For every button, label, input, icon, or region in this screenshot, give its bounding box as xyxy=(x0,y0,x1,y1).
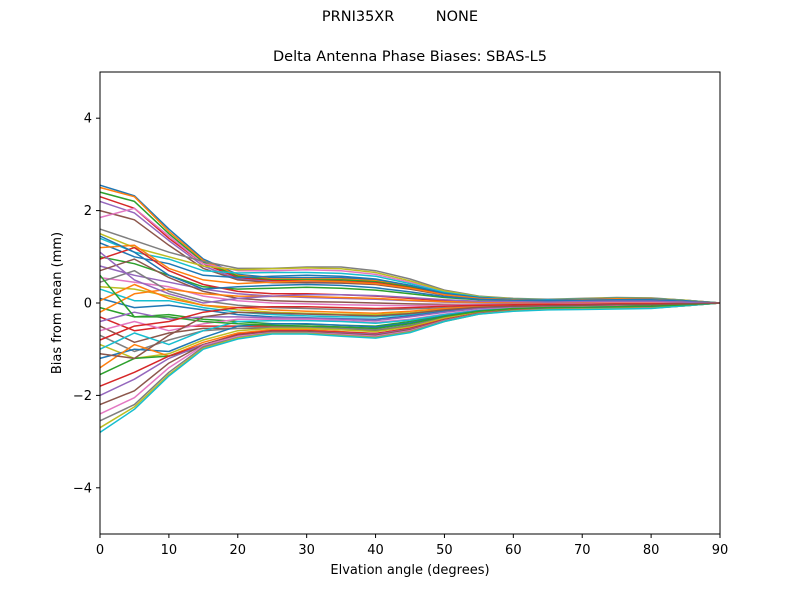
x-tick-label: 20 xyxy=(230,543,247,558)
x-tick-label: 40 xyxy=(367,543,384,558)
series-line-46 xyxy=(99,302,721,360)
y-tick-label: −4 xyxy=(73,481,92,496)
series-line-12 xyxy=(99,244,721,304)
x-tick-label: 80 xyxy=(643,543,660,558)
x-tick-label: 90 xyxy=(712,543,729,558)
suptitle-left: PRNI35XR xyxy=(321,9,395,25)
series-line-40 xyxy=(99,302,721,434)
suptitle-right: NONE xyxy=(435,9,479,25)
x-tick-label: 50 xyxy=(436,543,453,558)
x-tick-label: 10 xyxy=(161,543,178,558)
y-axis-label: Bias from mean (mm) xyxy=(50,232,65,374)
series-line-44 xyxy=(99,302,721,341)
figure-suptitle: PRNI35XR NONE xyxy=(0,9,800,25)
y-tick-label: −2 xyxy=(73,389,92,404)
y-tick-label: 4 xyxy=(84,112,92,127)
series-line-43 xyxy=(99,274,721,330)
y-tick-label: 2 xyxy=(84,204,92,219)
x-axis-label: Elvation angle (degrees) xyxy=(330,563,489,578)
x-axis: 0 10 20 30 40 50 60 70 80 90 xyxy=(96,534,728,558)
series-line-45 xyxy=(99,251,721,304)
x-tick-label: 60 xyxy=(505,543,522,558)
x-tick-label: 0 xyxy=(96,543,104,558)
x-tick-label: 70 xyxy=(574,543,591,558)
y-axis: −4 −2 0 2 4 xyxy=(73,112,100,496)
series-line-41 xyxy=(99,235,721,304)
y-tick-label: 0 xyxy=(84,297,92,312)
series-line-17 xyxy=(99,276,720,307)
x-tick-label: 30 xyxy=(298,543,315,558)
series-layer xyxy=(99,184,721,434)
chart-title: Delta Antenna Phase Biases: SBAS-L5 xyxy=(273,49,547,65)
